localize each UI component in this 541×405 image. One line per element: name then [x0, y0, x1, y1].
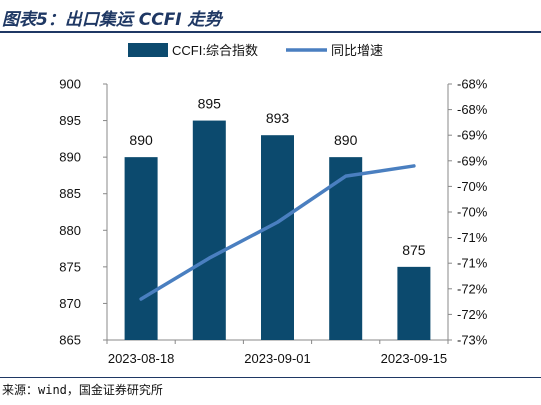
y-right-tick-label: -70% [457, 179, 488, 194]
legend: CCFI:综合指数 同比增速 [128, 43, 383, 58]
legend-label-line: 同比增速 [331, 43, 383, 58]
y-right-tick-label: -68% [457, 77, 488, 92]
y-right-tick-label: -72% [457, 281, 488, 296]
y-right-tick-label: -71% [457, 256, 488, 271]
y-left-tick-label: 890 [59, 150, 81, 165]
x-tick-label: 2023-09-15 [381, 351, 448, 366]
source-divider [0, 377, 541, 378]
x-tick-label: 2023-09-01 [244, 351, 311, 366]
legend-label-bar: CCFI:综合指数 [172, 43, 258, 58]
bar-data-label: 890 [334, 132, 358, 148]
y-right-tick-label: -72% [457, 307, 488, 322]
y-left-tick-label: 865 [59, 333, 81, 348]
bar-data-label: 890 [129, 132, 153, 148]
axes: 865 870 875 880 885 890 895 900 -68% -68% -69% -69%… [59, 77, 487, 367]
bar [397, 266, 431, 340]
title-divider [0, 31, 541, 33]
figure-title: 图表5：出口集运 CCFI 走势 [2, 10, 222, 30]
y-left-tick-label: 880 [59, 223, 81, 238]
y-left-tick-label: 895 [59, 113, 81, 128]
bar-data-label: 893 [266, 110, 290, 126]
line-series [139, 164, 416, 301]
y-left-tick-label: 870 [59, 296, 81, 311]
y-right-tick-label: -68% [457, 102, 488, 117]
bar-series [124, 120, 431, 340]
x-tick-label: 2023-08-18 [108, 351, 175, 366]
chart: CCFI:综合指数 同比增速 865 870 875 880 885 890 895 900 -6… [59, 43, 488, 367]
y-left-tick-label: 900 [59, 77, 81, 92]
y-right-tick-label: -71% [457, 230, 488, 245]
data-labels: 890 895 893 890 875 [129, 96, 425, 258]
title-bar: 图表5：出口集运 CCFI 走势 [0, 0, 541, 34]
bar [261, 135, 294, 340]
bar [329, 157, 363, 340]
y-right-tick-label: -69% [457, 153, 488, 168]
y-right-tick-label: -73% [457, 333, 488, 348]
bar-data-label: 895 [198, 96, 222, 112]
bar [192, 120, 226, 340]
y-left-tick-label: 875 [59, 259, 81, 274]
y-right-tick-label: -70% [457, 205, 488, 220]
bar [124, 157, 158, 340]
y-left-tick-label: 885 [59, 186, 81, 201]
bar-data-label: 875 [402, 242, 426, 258]
source-note: 来源：wind，国金证券研究所 [2, 383, 163, 397]
y-right-tick-label: -69% [457, 128, 488, 143]
legend-swatch-bar [128, 43, 168, 57]
